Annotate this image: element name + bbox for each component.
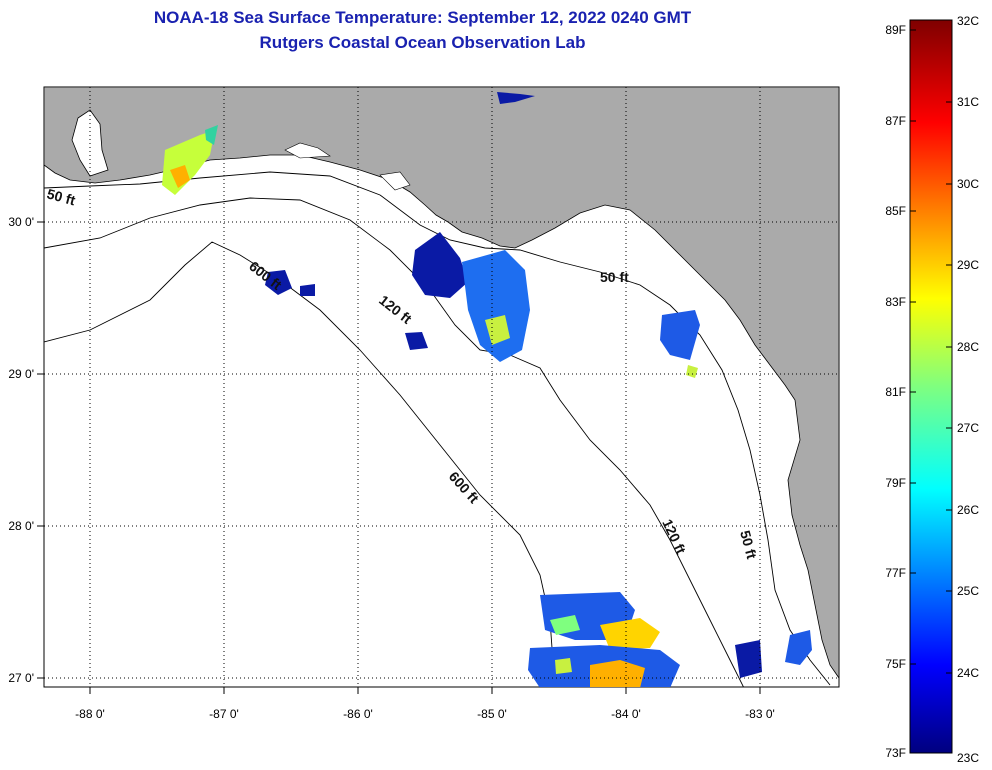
map-title: NOAA-18 Sea Surface Temperature: Septemb… (153, 8, 692, 27)
longitude-labels: -88 0' -87 0' -86 0' -85 0' -84 0' -83 0… (75, 707, 775, 721)
lon-label: -88 0' (75, 707, 105, 721)
colorbar-f-label: 73F (885, 746, 906, 760)
contour-label-50ft-south: 50 ft (737, 529, 760, 561)
lat-label: 29 0' (8, 367, 34, 381)
colorbar-gradient (909, 19, 953, 754)
graticule (44, 87, 839, 687)
colorbar-c-label: 26C (957, 503, 979, 517)
latitude-labels: 30 0' 29 0' 28 0' 27 0' (8, 215, 34, 685)
contour-50ft (44, 171, 831, 686)
lon-label: -83 0' (745, 707, 775, 721)
lat-label: 27 0' (8, 671, 34, 685)
lat-label: 30 0' (8, 215, 34, 229)
lon-label: -84 0' (611, 707, 641, 721)
colorbar-c-label: 27C (957, 421, 979, 435)
colorbar-f-label: 89F (885, 23, 906, 37)
colorbar-f-label: 85F (885, 204, 906, 218)
colorbar-c-label: 24C (957, 666, 979, 680)
lon-label: -87 0' (209, 707, 239, 721)
axis-ticks (37, 221, 761, 694)
colorbar-c-label: 31C (957, 95, 979, 109)
lat-label: 28 0' (8, 519, 34, 533)
colorbar-f-label: 81F (885, 385, 906, 399)
colorbar-f-label: 75F (885, 657, 906, 671)
colorbar-c-label: 23C (957, 751, 979, 765)
colorbar-c-label: 32C (957, 14, 979, 28)
colorbar: 89F 87F 85F 83F 81F 79F 77F 75F 73F 32C … (885, 14, 979, 765)
colorbar-c-label: 25C (957, 584, 979, 598)
colorbar-f-label: 83F (885, 295, 906, 309)
map-subtitle: Rutgers Coastal Ocean Observation Lab (259, 33, 586, 52)
sst-data-patches (162, 92, 812, 687)
contour-label-50ft-west: 50 ft (45, 185, 77, 208)
colorbar-c-label: 28C (957, 340, 979, 354)
colorbar-c-label: 29C (957, 258, 979, 272)
colorbar-f-label: 87F (885, 114, 906, 128)
lon-label: -85 0' (477, 707, 507, 721)
colorbar-f-label: 79F (885, 476, 906, 490)
colorbar-f-label: 77F (885, 566, 906, 580)
lon-label: -86 0' (343, 707, 373, 721)
contour-600ft (44, 241, 556, 687)
colorbar-c-label: 30C (957, 177, 979, 191)
contour-label-50ft-big-bend: 50 ft (600, 269, 629, 285)
